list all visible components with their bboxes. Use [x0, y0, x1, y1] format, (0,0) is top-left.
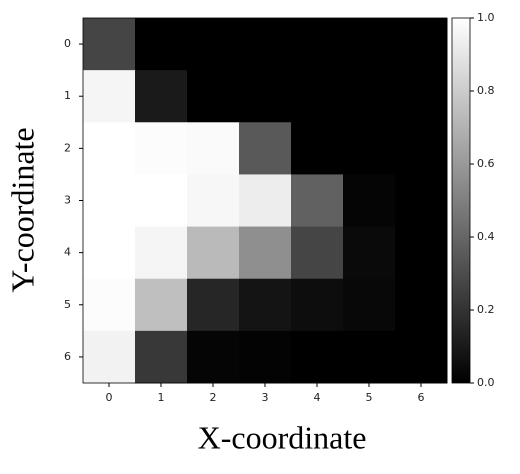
heatmap-cell	[135, 278, 188, 332]
heatmap-cell	[239, 122, 292, 175]
x-tick-label: 0	[106, 391, 113, 404]
x-tick-label: 3	[262, 391, 269, 404]
heatmap-cell	[83, 122, 136, 175]
heatmap-cell	[395, 226, 448, 280]
heatmap-cell	[83, 226, 136, 280]
colorbar-tick-label: 0.4	[477, 230, 495, 243]
heatmap-cell	[135, 122, 188, 175]
y-tick-label: 6	[64, 350, 71, 363]
colorbar	[451, 17, 471, 384]
heatmap-cell	[187, 278, 240, 332]
heatmap-cell	[83, 70, 136, 123]
heatmap-cell	[291, 226, 344, 280]
x-tick-label: 4	[314, 391, 321, 404]
heatmap-cell	[187, 226, 240, 280]
heatmap-cell	[343, 330, 396, 384]
heatmap-cell	[239, 18, 292, 71]
heatmap-cell	[83, 174, 136, 228]
x-tick-label: 5	[366, 391, 373, 404]
y-tick-label: 0	[64, 37, 71, 50]
heatmap-cell	[239, 174, 292, 228]
colorbar-tick-label: 0.0	[477, 376, 495, 389]
y-tick-label: 4	[64, 246, 71, 259]
y-axis-label: Y-coordinate	[4, 127, 40, 292]
heatmap-cell	[395, 122, 448, 175]
heatmap-cell	[343, 122, 396, 175]
heatmap-cell	[187, 70, 240, 123]
heatmap-cell	[83, 278, 136, 332]
heatmap-cell	[291, 122, 344, 175]
heatmap-cell	[395, 174, 448, 228]
heatmap-cell	[343, 70, 396, 123]
heatmap-cell	[395, 278, 448, 332]
heatmap-cell	[135, 226, 188, 280]
heatmap-cell	[135, 18, 188, 71]
x-tick-label: 6	[418, 391, 425, 404]
heatmap-cell	[187, 18, 240, 71]
y-tick-label: 1	[64, 89, 71, 102]
heatmap-cell	[83, 330, 136, 384]
heatmap-cell	[239, 70, 292, 123]
x-tick-label: 2	[210, 391, 217, 404]
heatmap-cell	[135, 174, 188, 228]
y-tick-label: 3	[64, 194, 71, 207]
heatmap-cell	[291, 18, 344, 71]
colorbar-tick-label: 1.0	[477, 11, 495, 24]
y-tick-label: 2	[64, 141, 71, 154]
heatmap-cell	[239, 226, 292, 280]
heatmap-cell	[291, 174, 344, 228]
heatmap-cell	[239, 330, 292, 384]
heatmap-cell	[187, 174, 240, 228]
y-tick-label: 5	[64, 298, 71, 311]
heatmap-cell	[239, 278, 292, 332]
heatmap-cell	[395, 18, 448, 71]
x-axis-label: X-coordinate	[198, 419, 367, 455]
x-tick-label: 1	[158, 391, 165, 404]
colorbar-tick-label: 0.2	[477, 303, 495, 316]
heatmap-cell	[135, 330, 188, 384]
colorbar-tick-label: 0.6	[477, 157, 495, 170]
heatmap-cell	[187, 330, 240, 384]
heatmap-cell	[291, 278, 344, 332]
heatmap-cell	[395, 330, 448, 384]
heatmap-cell	[343, 278, 396, 332]
heatmap-cell	[291, 70, 344, 123]
heatmap-cell	[83, 18, 136, 71]
heatmap-cell	[135, 70, 188, 123]
heatmap-cell	[343, 174, 396, 228]
heatmap-cell	[343, 18, 396, 71]
heatmap-cell	[343, 226, 396, 280]
heatmap-cell	[291, 330, 344, 384]
heatmap-cell	[395, 70, 448, 123]
heatmap-cell	[187, 122, 240, 175]
colorbar-tick-label: 0.8	[477, 84, 495, 97]
